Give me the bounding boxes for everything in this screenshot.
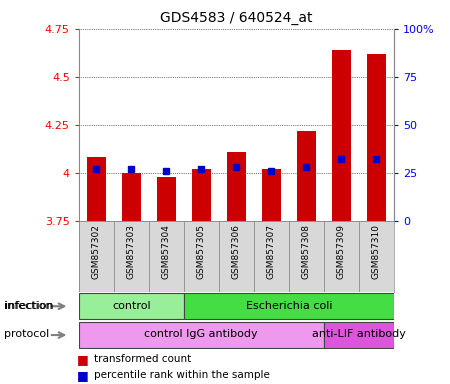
Bar: [122, 173, 141, 221]
Bar: [79, 322, 324, 348]
Text: GSM857304: GSM857304: [162, 224, 171, 279]
Bar: [332, 50, 351, 221]
Bar: [184, 221, 219, 292]
Bar: [86, 157, 106, 221]
Text: transformed count: transformed count: [94, 354, 192, 364]
Bar: [324, 221, 359, 292]
Text: protocol: protocol: [4, 329, 49, 339]
Title: GDS4583 / 640524_at: GDS4583 / 640524_at: [160, 11, 312, 25]
Text: GSM857310: GSM857310: [372, 224, 381, 279]
Bar: [227, 152, 246, 221]
Bar: [157, 177, 176, 221]
Bar: [261, 169, 281, 221]
Bar: [367, 54, 386, 221]
Bar: [184, 293, 394, 319]
Bar: [359, 221, 394, 292]
Bar: [79, 293, 184, 319]
Bar: [297, 131, 316, 221]
Text: GSM857303: GSM857303: [127, 224, 136, 279]
Bar: [254, 221, 289, 292]
Text: ■: ■: [76, 369, 88, 382]
Text: Escherichia coli: Escherichia coli: [246, 301, 332, 311]
Text: infection: infection: [4, 301, 53, 311]
Bar: [192, 169, 211, 221]
Text: percentile rank within the sample: percentile rank within the sample: [94, 370, 270, 381]
Bar: [114, 221, 149, 292]
Bar: [79, 221, 114, 292]
Text: infection: infection: [4, 301, 53, 311]
Text: control IgG antibody: control IgG antibody: [144, 329, 258, 339]
Text: GSM857307: GSM857307: [267, 224, 276, 279]
Bar: [219, 221, 254, 292]
Text: GSM857305: GSM857305: [197, 224, 206, 279]
Text: control: control: [112, 301, 151, 311]
Text: GSM857302: GSM857302: [92, 224, 101, 279]
Text: anti-LIF antibody: anti-LIF antibody: [312, 329, 406, 339]
Text: GSM857306: GSM857306: [232, 224, 241, 279]
Bar: [289, 221, 324, 292]
Bar: [149, 221, 184, 292]
Text: GSM857309: GSM857309: [337, 224, 346, 279]
Text: ■: ■: [76, 353, 88, 366]
Bar: [324, 322, 394, 348]
Text: GSM857308: GSM857308: [302, 224, 311, 279]
